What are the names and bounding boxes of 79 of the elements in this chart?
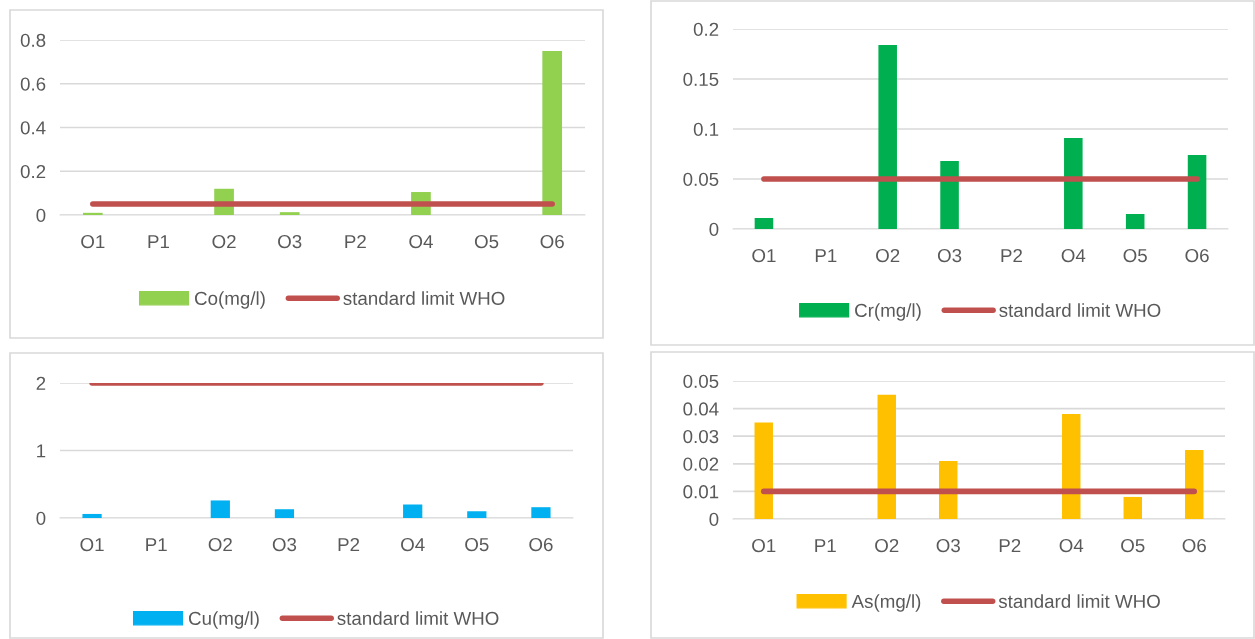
y-tick-label: 0 — [36, 208, 46, 222]
y-tick-label: 1 — [37, 444, 46, 458]
bar — [754, 218, 774, 229]
x-tick-label: O4 — [1059, 538, 1084, 553]
x-tick-label: O6 — [529, 537, 553, 552]
x-tick-label: O3 — [272, 537, 297, 552]
y-tick-label: 0 — [709, 512, 719, 526]
y-tick-label: 0 — [36, 511, 46, 525]
y-tick-label: 0.15 — [683, 72, 719, 86]
x-tick-label: O5 — [1121, 538, 1145, 553]
bar — [878, 45, 897, 229]
legend-label: standard limit WHO — [999, 303, 1161, 318]
y-tick-label: 0.4 — [20, 121, 46, 135]
x-tick-label: O4 — [1061, 248, 1086, 263]
x-tick-label: O6 — [540, 234, 564, 249]
x-tick-label: O2 — [208, 537, 232, 552]
y-tick-label: 0.2 — [693, 22, 719, 36]
x-tick-label: O1 — [752, 538, 776, 553]
legend-label: standard limit WHO — [998, 594, 1160, 609]
bar — [467, 511, 487, 518]
y-tick-label: 0.04 — [683, 402, 719, 416]
bar — [210, 500, 230, 518]
bar — [940, 161, 959, 229]
y-tick-label: 0.2 — [20, 164, 46, 179]
x-tick-label: P2 — [999, 538, 1021, 553]
y-tick-label: 0.1 — [693, 122, 719, 136]
bar — [877, 394, 896, 519]
y-tick-label: 0.01 — [683, 485, 719, 499]
x-tick-label: P1 — [815, 539, 836, 553]
x-tick-label: O4 — [401, 537, 425, 552]
x-tick-label: O3 — [936, 538, 960, 553]
x-tick-label: O6 — [1185, 248, 1209, 263]
x-tick-label: P1 — [148, 235, 169, 249]
x-tick-label: O1 — [752, 248, 776, 263]
x-tick-label: P1 — [815, 249, 837, 263]
y-tick-label: 0.02 — [683, 457, 719, 471]
bar — [82, 212, 103, 215]
y-tick-label: 0.03 — [683, 429, 719, 444]
legend-label: Co(mg/l) — [195, 291, 265, 309]
bar — [403, 504, 423, 518]
bar — [1062, 414, 1081, 519]
x-tick-label: O6 — [1182, 538, 1206, 553]
y-tick-label: 0.05 — [683, 374, 719, 388]
bar — [754, 422, 773, 519]
bar — [1187, 155, 1207, 229]
x-tick-label: O1 — [81, 234, 105, 249]
x-tick-label: O3 — [278, 234, 302, 249]
x-tick-label: O2 — [212, 234, 236, 249]
y-tick-label: 0.6 — [20, 77, 46, 91]
y-tick-label: 2 — [36, 376, 46, 390]
bar — [1123, 496, 1142, 519]
y-tick-label: 0 — [709, 222, 719, 236]
x-tick-label: O3 — [937, 248, 962, 263]
x-tick-label: P2 — [1001, 248, 1022, 263]
bar — [82, 513, 102, 518]
bar — [1125, 214, 1145, 229]
legend-label: standard limit WHO — [337, 611, 499, 626]
bar — [542, 50, 563, 215]
legend-label: As(mg/l) — [851, 594, 921, 612]
x-tick-label: O2 — [876, 248, 900, 263]
bar — [531, 507, 551, 518]
legend-label: Cr(mg/l) — [855, 303, 921, 321]
bar — [1185, 450, 1204, 519]
y-tick-label: 0.05 — [683, 172, 719, 186]
x-tick-label: O5 — [465, 537, 489, 552]
x-tick-label: O2 — [875, 538, 899, 553]
y-tick-label: 0.8 — [20, 33, 46, 47]
x-tick-label: O5 — [1123, 248, 1147, 263]
x-tick-label: O1 — [80, 537, 104, 552]
x-tick-label: P2 — [338, 537, 360, 552]
x-tick-label: P1 — [146, 538, 167, 552]
x-tick-label: O4 — [409, 234, 433, 249]
bar — [274, 509, 295, 518]
legend-label: Cu(mg/l) — [189, 611, 259, 629]
bar — [1064, 138, 1083, 229]
x-tick-label: P2 — [345, 234, 366, 249]
bar — [279, 212, 300, 215]
x-tick-label: O5 — [474, 234, 499, 249]
legend-label: standard limit WHO — [343, 291, 505, 306]
